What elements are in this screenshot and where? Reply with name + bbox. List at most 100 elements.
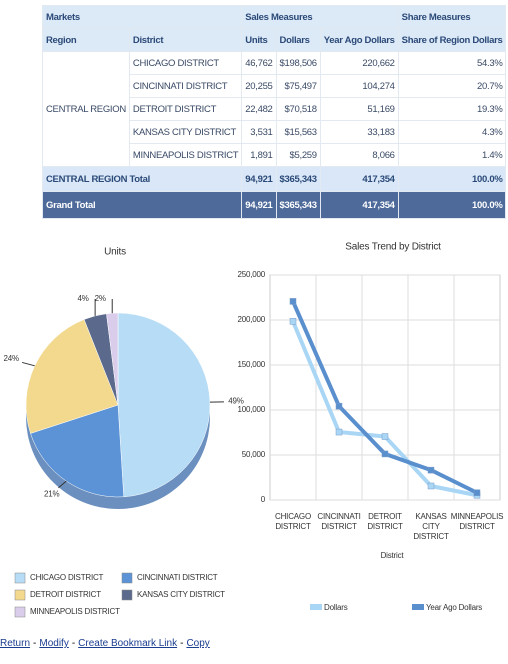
x-tick-word: MINNEAPOLIS: [451, 512, 503, 521]
cell: $75,497: [275, 74, 321, 98]
legend-swatch: [412, 604, 424, 610]
x-tick-word: CITY: [422, 522, 440, 531]
header-row: Region District Units Dollars Year Ago Dolla…: [42, 28, 507, 52]
data-row: CENTRAL REGION CHICAGO DISTRICT 46,762 $198…: [42, 51, 507, 167]
legend-label: Dollars: [324, 603, 348, 612]
header-group: Markets: [41, 5, 243, 29]
column-header: Share of Region Dollars: [397, 28, 507, 52]
cell: 4.3%: [397, 120, 507, 144]
cell: 3,531: [241, 120, 277, 144]
legend-label: Year Ago Dollars: [426, 603, 482, 612]
separator: -: [180, 638, 184, 649]
column-header: Region: [42, 28, 130, 52]
cell: $365,343: [275, 191, 321, 219]
y-tick-label: 150,000: [237, 360, 265, 369]
x-tick-word: CHICAGO: [275, 512, 311, 521]
cell: 46,762: [241, 51, 277, 75]
y-tick-label: 250,000: [237, 270, 265, 279]
link[interactable]: Create Bookmark Link: [78, 638, 178, 649]
cell: CHICAGO DISTRICT: [128, 51, 243, 75]
legend-swatch: [14, 606, 26, 618]
point-marker: [381, 450, 389, 458]
legend-label: DETROIT DISTRICT: [30, 590, 101, 599]
pie-label: 24%: [4, 354, 19, 363]
cell: 94,921: [241, 191, 277, 219]
point-marker: [473, 489, 481, 496]
cell: 20.7%: [397, 74, 507, 98]
cell: $70,518: [275, 97, 321, 121]
legend-label: CHICAGO DISTRICT: [30, 573, 104, 582]
cell: 8,066: [319, 143, 399, 167]
separator: -: [71, 638, 76, 649]
point-marker: [427, 466, 435, 474]
data-row: CINCINNATI DISTRICT 20,255 $75,497 104,274 2…: [43, 74, 507, 98]
leader-line: [58, 480, 67, 489]
pie-label: 4%: [78, 294, 89, 303]
x-tick-label: MINNEAPOLIS DISTRICT: [451, 512, 503, 531]
column-header: District: [128, 28, 243, 52]
cell: $198,506: [275, 51, 321, 75]
x-tick-word: DISTRICT: [275, 522, 311, 531]
cell: 51,169: [319, 97, 399, 121]
link[interactable]: Modify: [39, 638, 69, 649]
point-marker: [381, 433, 389, 440]
cell: 220,662: [319, 51, 399, 75]
cell: CINCINNATI DISTRICT: [128, 74, 243, 98]
cell: 100.0%: [397, 166, 507, 192]
x-tick-word: DISTRICT: [413, 532, 449, 541]
point-marker: [335, 428, 343, 436]
cell: 417,354: [319, 191, 399, 219]
data-row: DETROIT DISTRICT 22,482 $70,518 51,169 19.3%: [43, 97, 507, 121]
region-cell: CENTRAL REGION: [42, 51, 130, 167]
cell: 94,921: [241, 166, 277, 192]
x-axis-label: District: [381, 551, 405, 560]
pie-label: 49%: [228, 397, 243, 406]
x-tick-word: CINCINNATI: [317, 512, 360, 521]
pie-label: 21%: [44, 489, 59, 498]
legend-swatch: [14, 572, 26, 584]
point-marker: [335, 402, 343, 410]
cell: 20,255: [241, 74, 277, 98]
cell: $5,259: [275, 143, 321, 167]
cell: 19.3%: [397, 97, 507, 121]
cell: 104,274: [319, 74, 399, 98]
point-marker: [289, 298, 297, 305]
x-tick-label: DETROIT DISTRICT: [367, 512, 403, 531]
column-header: Year Ago Dollars: [319, 28, 399, 52]
header-group-row: Markets Sales Measures Share Measures: [41, 5, 507, 29]
link[interactable]: Copy: [186, 638, 210, 649]
cell: MINNEAPOLIS DISTRICT: [128, 143, 243, 167]
legend-swatch: [121, 572, 133, 584]
separator: -: [33, 638, 37, 649]
data-row: KANSAS CITY DISTRICT 3,531 $15,563 33,183 4.…: [43, 120, 507, 144]
header-group: Share Measures: [397, 5, 507, 29]
legend-swatch: [310, 604, 322, 610]
chart-title: Sales Trend by District: [345, 242, 441, 253]
y-tick-label: 100,000: [237, 405, 265, 414]
cell: Grand Total: [41, 191, 243, 219]
pie-slice: [117, 312, 211, 498]
cell: 33,183: [319, 120, 399, 144]
legend-label: MINNEAPOLIS DISTRICT: [30, 607, 120, 616]
header-group: Sales Measures: [241, 5, 399, 29]
cell: 54.3%: [397, 51, 507, 75]
cell: 417,354: [319, 166, 399, 192]
link[interactable]: Return: [0, 638, 31, 649]
point-marker: [289, 318, 297, 325]
pie-slice: [30, 404, 125, 498]
chart-title: Units: [104, 247, 126, 258]
pie-slice: [25, 319, 119, 434]
column-header: Dollars: [275, 28, 321, 52]
y-tick-label: 200,000: [237, 315, 265, 324]
cell: $15,563: [275, 120, 321, 144]
cell: 100.0%: [397, 191, 507, 219]
x-tick-word: KANSAS: [415, 512, 446, 521]
x-tick-word: DETROIT: [368, 512, 402, 521]
legend-label: CINCINNATI DISTRICT: [137, 573, 218, 582]
cell: 22,482: [241, 97, 277, 121]
cell: $365,343: [275, 166, 321, 192]
legend-label: KANSAS CITY DISTRICT: [137, 590, 225, 599]
cell: DETROIT DISTRICT: [128, 97, 243, 121]
leader-line: [21, 361, 35, 367]
